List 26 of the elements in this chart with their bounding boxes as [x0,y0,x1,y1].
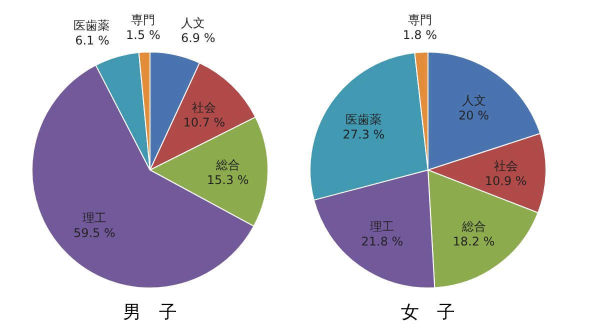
slice-label: 社会 [192,100,216,115]
data-label: 18.2 % [452,234,495,249]
slice-label: 医歯薬 [346,112,382,127]
data-label: 15.3 % [206,172,249,187]
data-label: 1.5 % [126,28,160,42]
data-label: 6.1 % [75,33,110,48]
data-label: 6.9 % [180,31,216,46]
text: 女 子 [401,302,455,323]
slice-label: 専門 [131,12,156,27]
data-label: 20 % [458,108,490,123]
slice-label: 理工 [82,211,106,226]
data-label: 10.9 % [484,174,527,188]
slice-label: 社会 [494,158,518,173]
slice-label: 人文 [462,94,486,108]
data-label: 59.5 % [73,226,116,240]
data-label: 1.8 % [402,28,438,42]
slice-label: 理工 [370,220,394,234]
slice-label: 医歯薬 [73,18,110,32]
slice-label: 人文 [180,16,205,30]
data-label: 10.7 % [183,116,226,130]
slice-label: 総合 [460,220,486,234]
slice-label: 専門 [408,12,432,27]
data-label: 21.8 % [361,234,404,249]
text: 男 子 [123,302,177,323]
slice-label: 総合 [214,158,240,172]
data-label: 27.3 % [342,128,385,142]
